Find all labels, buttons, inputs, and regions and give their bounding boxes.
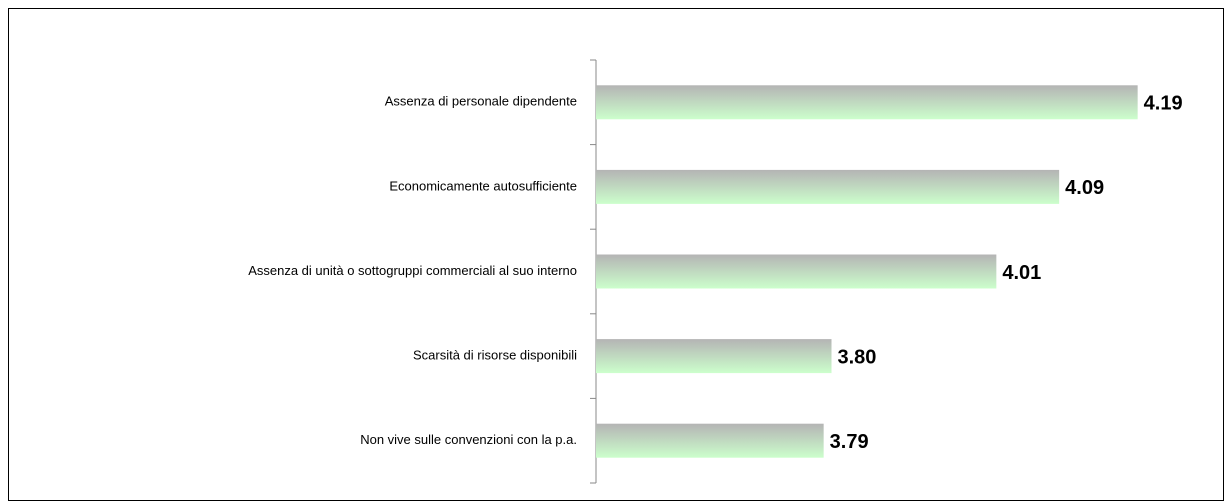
value-label: 3.79 — [830, 431, 869, 453]
bar — [596, 339, 832, 374]
value-label: 4.19 — [1144, 93, 1183, 115]
category-label: Assenza di personale dipendente — [385, 94, 577, 109]
category-label: Economicamente autosufficiente — [389, 178, 577, 193]
category-label: Non vive sulle convenzioni con la p.a. — [360, 432, 577, 447]
value-label: 4.01 — [1002, 262, 1041, 284]
category-label: Assenza di unità o sottogruppi commercia… — [248, 263, 577, 278]
bar — [596, 169, 1060, 204]
value-label: 4.09 — [1065, 177, 1104, 199]
value-label: 3.80 — [838, 346, 877, 368]
bar — [596, 85, 1138, 120]
bar — [596, 423, 824, 458]
category-label: Scarsità di risorse disponibili — [413, 348, 577, 363]
bar — [596, 254, 997, 289]
